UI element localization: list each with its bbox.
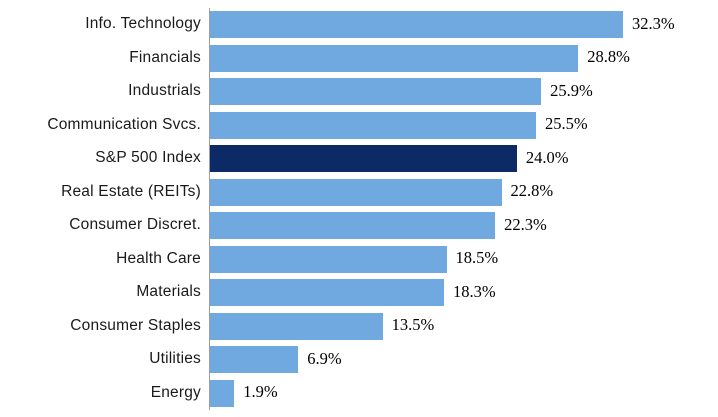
bar-row: Communication Svcs. 25.5% xyxy=(0,108,718,142)
category-label: Consumer Discret. xyxy=(69,216,201,233)
value-label: 24.0% xyxy=(525,147,569,167)
plot-area: 24.0% xyxy=(209,142,718,176)
bar xyxy=(210,346,299,374)
value-label: 25.9% xyxy=(550,80,593,100)
category-label: Industrials xyxy=(128,82,201,99)
plot-area: 13.5% xyxy=(209,309,718,343)
bar-row: Utilities 6.9% xyxy=(0,343,718,377)
bar-row: Consumer Staples 13.5% xyxy=(0,309,718,343)
bar xyxy=(210,111,537,139)
plot-area: 1.9% xyxy=(209,376,718,410)
value-label: 13.5% xyxy=(391,315,435,334)
value-label: 22.3% xyxy=(504,214,547,234)
value-label: 18.5% xyxy=(455,248,499,267)
bar xyxy=(210,78,542,106)
plot-area: 25.9% xyxy=(209,75,718,109)
bar xyxy=(210,44,579,72)
category-label: Utilities xyxy=(149,350,201,367)
bar xyxy=(210,379,235,407)
bar-row: Materials 18.3% xyxy=(0,276,718,310)
category-label: Financials xyxy=(129,48,201,66)
bar-row: Consumer Discret. 22.3% xyxy=(0,209,718,243)
category-label: Real Estate (REITs) xyxy=(61,182,201,200)
value-label: 22.8% xyxy=(510,181,554,200)
category-label: Energy xyxy=(150,383,201,401)
category-label: Communication Svcs. xyxy=(47,115,201,133)
bar xyxy=(210,312,383,340)
bar-rows: Info. Technology 32.3% Financials 28.8% … xyxy=(0,8,718,410)
plot-area: 25.5% xyxy=(209,108,718,142)
plot-area: 18.5% xyxy=(209,242,718,276)
bar xyxy=(210,245,447,273)
bar xyxy=(210,178,502,206)
bar xyxy=(210,145,517,173)
value-label: 18.3% xyxy=(452,281,496,301)
bar-row: Energy 1.9% xyxy=(0,376,718,410)
bar xyxy=(210,11,623,39)
bar xyxy=(210,279,444,307)
category-label: Consumer Staples xyxy=(70,316,201,334)
bar xyxy=(210,212,496,240)
plot-area: 22.8% xyxy=(209,175,718,209)
value-label: 1.9% xyxy=(243,382,278,401)
bar-row: Health Care 18.5% xyxy=(0,242,718,276)
bar-row: S&P 500 Index 24.0% xyxy=(0,142,718,176)
category-label: Materials xyxy=(136,283,201,300)
plot-area: 28.8% xyxy=(209,41,718,75)
plot-area: 22.3% xyxy=(209,209,718,243)
value-label: 25.5% xyxy=(545,114,588,133)
plot-area: 6.9% xyxy=(209,343,718,377)
plot-area: 32.3% xyxy=(209,8,718,42)
bar-row: Real Estate (REITs) 22.8% xyxy=(0,175,718,209)
bar-row: Financials 28.8% xyxy=(0,41,718,75)
plot-area: 18.3% xyxy=(209,276,718,310)
value-label: 6.9% xyxy=(307,348,342,368)
category-label: Health Care xyxy=(116,249,201,267)
bar-row: Info. Technology 32.3% xyxy=(0,8,718,42)
category-label: Info. Technology xyxy=(85,15,201,32)
category-label: S&P 500 Index xyxy=(95,149,201,166)
value-label: 32.3% xyxy=(632,13,675,33)
value-label: 28.8% xyxy=(587,47,630,66)
bar-row: Industrials 25.9% xyxy=(0,75,718,109)
